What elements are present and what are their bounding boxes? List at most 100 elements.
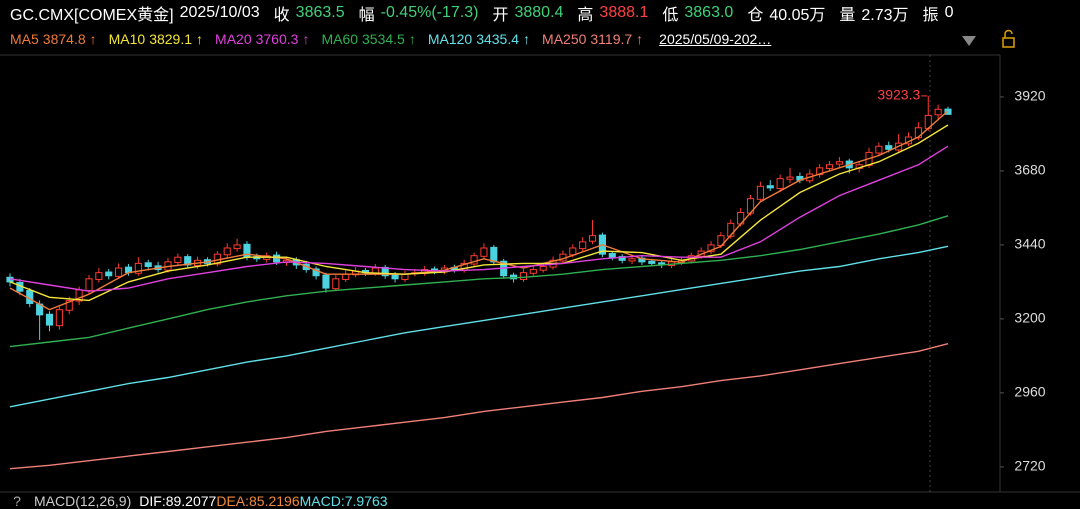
candle-body — [608, 253, 616, 258]
quote-field: 高 — [577, 7, 594, 24]
quote-field: 量 — [839, 7, 856, 24]
legend-name: MA10 — [108, 31, 146, 47]
candle-body — [105, 271, 113, 277]
macd-value: DEA:85.2196 — [216, 492, 300, 509]
ma-line — [9, 215, 949, 348]
candle-body — [342, 273, 350, 280]
quote-field: 3888.1 — [599, 4, 649, 21]
quote-field: 2025/10/03 — [179, 4, 260, 21]
y-tick-label: 3440 — [1014, 236, 1045, 252]
quote-field: 3880.4 — [514, 4, 564, 21]
legend-name: MA250 — [542, 31, 587, 47]
candle-body — [875, 145, 883, 154]
legend-value: 3119.7 — [590, 31, 633, 47]
candle-body — [223, 247, 231, 256]
candle-body — [519, 272, 527, 280]
legend-arrow: ↑ — [196, 31, 204, 47]
candle-body — [174, 256, 182, 263]
y-tick-label: 2720 — [1014, 458, 1045, 474]
candle-body — [835, 161, 843, 165]
macd-value: MACD:7.9763 — [299, 492, 388, 509]
macd-header: ? MACD(12,26,9) DIF:89.2077 DEA:85.2196 MA… — [10, 492, 388, 509]
legend-name: MA20 — [215, 31, 252, 47]
candle-body — [776, 178, 784, 189]
range-selector[interactable]: 2025/05/09-202… — [659, 31, 772, 47]
quote-field: 收 — [273, 7, 290, 24]
candle-body — [579, 241, 587, 250]
legend-name: MA5 — [10, 31, 39, 47]
candle-body — [628, 258, 636, 262]
legend-item[interactable]: MA5 3874.8 ↑ — [10, 31, 97, 47]
candle-body — [756, 185, 764, 200]
legend-arrow: ↑ — [89, 31, 97, 47]
quote-header: GC.CMX[COMEX黄金] 2025/10/03 收 3863.5 幅 -0.45%(… — [10, 2, 1080, 24]
quote-field: 3863.0 — [684, 4, 734, 21]
candle-body — [766, 185, 774, 189]
legend-item[interactable]: MA10 3829.1 ↑ — [109, 31, 203, 47]
candle-body — [569, 247, 577, 256]
quote-field: 3863.5 — [295, 4, 345, 21]
candle-body — [391, 274, 399, 280]
legend-value: 3874.8 — [42, 31, 86, 47]
legend-arrow: ↑ — [408, 31, 416, 47]
candle-body — [490, 246, 498, 263]
legend-item[interactable]: MA60 3534.5 ↑ — [321, 31, 415, 47]
legend-item[interactable]: MA250 3119.7 ↑ — [542, 31, 643, 47]
candle-body — [707, 244, 715, 253]
legend-item[interactable]: MA20 3760.3 ↑ — [215, 31, 309, 47]
quote-field: 0 — [944, 4, 954, 21]
quote-field: -0.45%(-17.3) — [380, 4, 479, 21]
candle-body — [539, 265, 547, 271]
candle-body — [588, 235, 597, 242]
candle-body — [45, 313, 54, 326]
candle-body — [401, 273, 409, 280]
indicator-name[interactable]: MACD(12,26,9) — [34, 492, 132, 509]
legend-value: 3829.1 — [149, 31, 193, 47]
candle-body — [115, 267, 123, 277]
candle-body — [529, 269, 537, 274]
help-button[interactable]: ? — [13, 492, 21, 509]
ma-legend: MA5 3874.8 ↑ MA10 3829.1 ↑ MA20 3760.3 ↑ MA60 3534… — [10, 28, 771, 50]
ma-line — [9, 245, 949, 408]
lock-shackle — [1004, 29, 1013, 38]
quote-field: 仓 — [747, 7, 764, 24]
quote-field: 2.73万 — [861, 7, 909, 24]
legend-item[interactable]: MA120 3435.4 ↑ — [428, 31, 530, 47]
macd-value: DIF:89.2077 — [139, 492, 217, 509]
candle-body — [233, 244, 241, 250]
candle-body — [85, 278, 93, 292]
candle-body — [322, 274, 330, 289]
candle-body — [470, 255, 478, 265]
legend-value: 3534.5 — [362, 31, 405, 47]
legend-arrow: ↑ — [523, 31, 531, 47]
candle-body — [786, 176, 794, 180]
candle-body — [65, 299, 73, 311]
legend-name: MA60 — [321, 31, 359, 47]
candle-body — [55, 309, 63, 327]
legend-arrow: ↑ — [302, 31, 310, 47]
y-tick-label: 2960 — [1014, 384, 1045, 400]
candle-body — [184, 256, 192, 266]
legend-value: 3760.3 — [255, 31, 299, 47]
quote-field: 开 — [492, 7, 509, 24]
ma-line — [9, 124, 949, 302]
candle-body — [480, 247, 488, 257]
legend-arrow: ↑ — [636, 31, 644, 47]
candle-body — [934, 108, 942, 116]
y-tick-label: 3200 — [1014, 310, 1045, 326]
candle-body — [825, 164, 834, 169]
candle-body — [312, 268, 320, 277]
quote-field: 幅 — [358, 7, 375, 24]
legend-name: MA120 — [427, 31, 473, 47]
ma-line — [9, 110, 949, 311]
lock-icon — [1002, 37, 1015, 48]
quote-field: GC.CMX[COMEX黄金] — [10, 7, 174, 24]
quote-field: 40.05万 — [769, 7, 826, 24]
ma-line — [9, 343, 949, 470]
candle-body — [134, 262, 142, 274]
candle-body — [332, 278, 340, 290]
candle-body — [144, 262, 152, 267]
candle-body — [95, 272, 103, 280]
